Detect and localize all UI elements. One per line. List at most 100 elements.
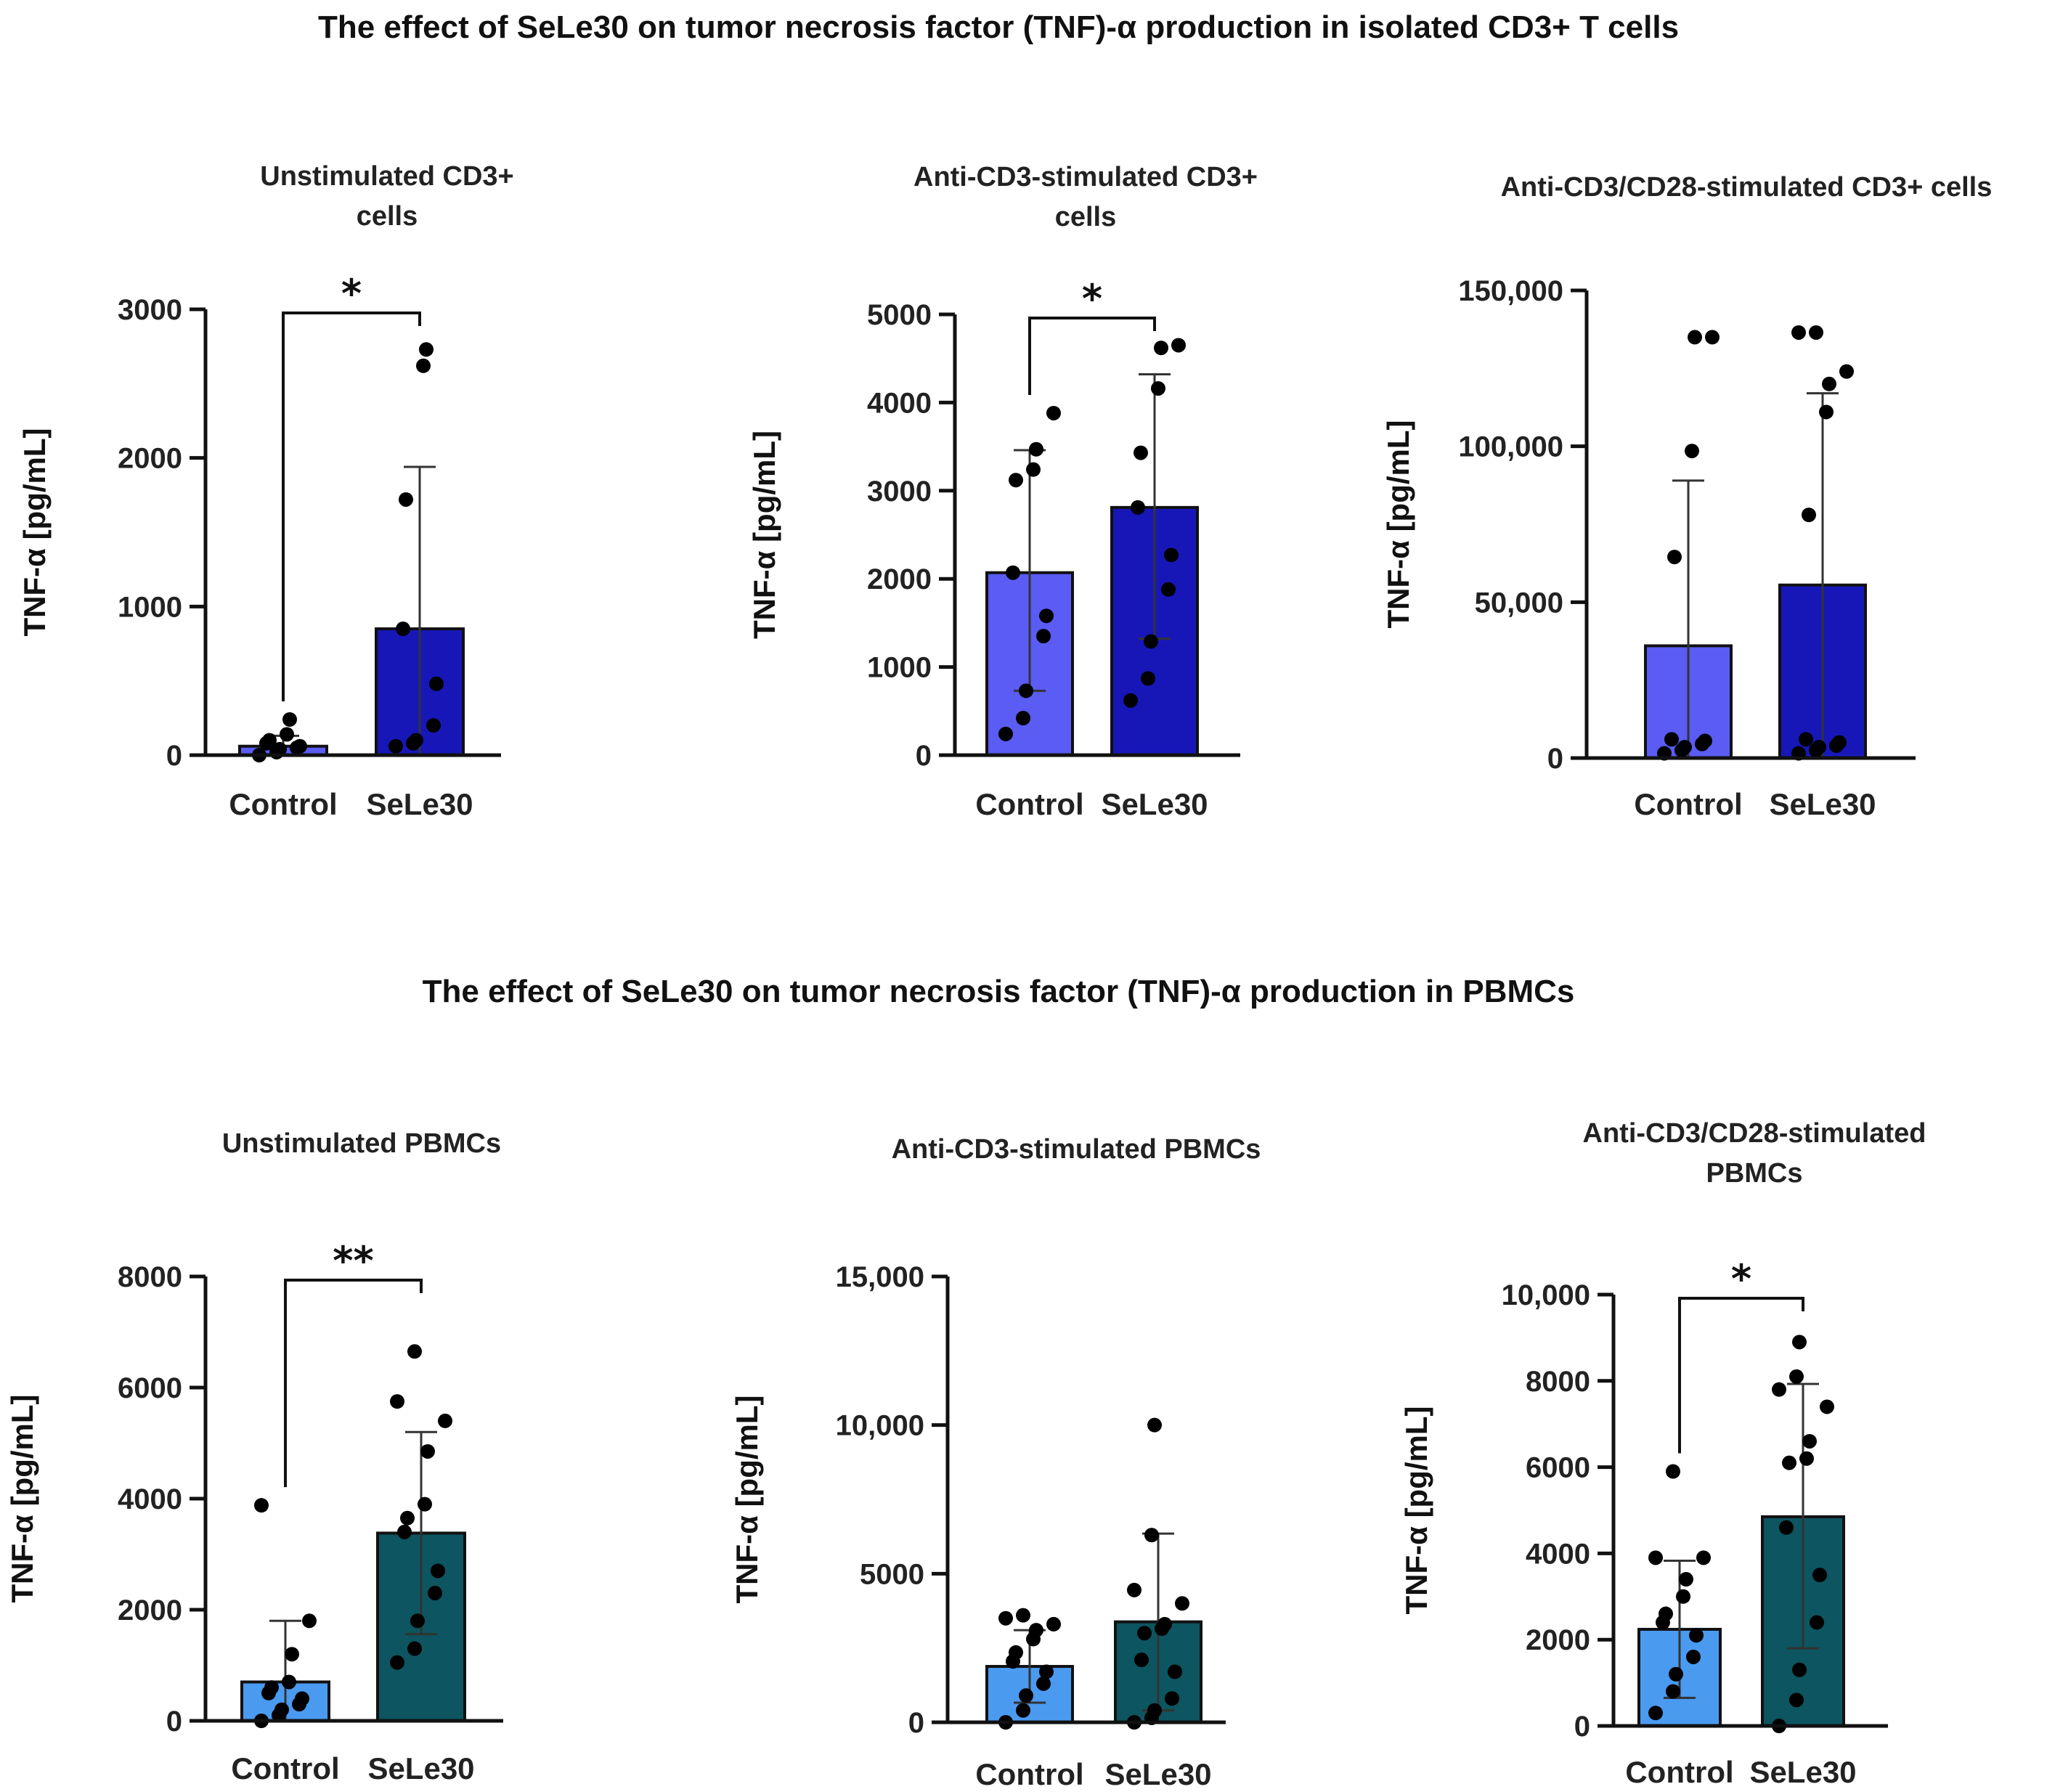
y-tick-label: 1000: [118, 591, 182, 623]
category-label: Control: [229, 787, 337, 821]
data-point: [1789, 1693, 1804, 1708]
category-label: SeLe30: [1769, 787, 1876, 821]
category-label: Control: [975, 787, 1083, 821]
data-point: [396, 622, 410, 637]
data-point: [1810, 1615, 1824, 1630]
data-point: [1134, 445, 1148, 460]
y-tick-label: 6000: [118, 1372, 182, 1404]
y-tick-label: 8000: [1526, 1366, 1590, 1398]
data-point: [293, 738, 307, 754]
y-tick-label: 0: [166, 1706, 182, 1738]
chart-title: cells: [357, 201, 418, 232]
significance-marker: *: [1731, 1256, 1751, 1302]
data-point: [416, 358, 431, 373]
data-point: [1019, 1688, 1033, 1703]
y-axis-label: TNF-α [pg/mL]: [17, 428, 52, 636]
data-point: [285, 1647, 299, 1662]
data-point: [1659, 1606, 1673, 1621]
data-point: [1698, 733, 1712, 749]
category-label: Control: [1625, 1755, 1733, 1789]
data-point: [1832, 735, 1847, 750]
category-label: SeLe30: [367, 1751, 474, 1785]
data-point: [1679, 1572, 1693, 1587]
data-point: [1168, 1664, 1182, 1679]
data-point: [1799, 732, 1813, 747]
data-point: [426, 718, 441, 733]
data-point: [1685, 444, 1699, 459]
chart-title: cells: [1055, 202, 1117, 232]
data-point: [419, 342, 434, 357]
data-point: [1029, 441, 1043, 457]
data-point: [1802, 508, 1816, 523]
data-point: [1006, 565, 1020, 580]
data-point: [1822, 376, 1836, 391]
data-point: [418, 1496, 432, 1512]
data-point: [1154, 341, 1168, 356]
data-point: [1039, 608, 1054, 624]
data-point: [1792, 1662, 1807, 1677]
data-point: [1141, 671, 1155, 686]
data-point: [388, 738, 403, 754]
y-tick-label: 0: [1547, 743, 1563, 775]
data-point: [1812, 739, 1826, 754]
data-point: [397, 1524, 412, 1539]
chart-panel-4: Unstimulated PBMCs TNF-α [pg/mL] Control Se…: [5, 1128, 503, 1785]
category-label: Control: [975, 1757, 1083, 1791]
category-label: SeLe30: [1104, 1757, 1211, 1791]
chart-title: Anti-CD3/CD28-stimulated CD3+ cells: [1501, 172, 1993, 203]
data-point: [1019, 683, 1033, 699]
data-point: [274, 1702, 289, 1717]
data-point: [1147, 1417, 1162, 1433]
category-label: Control: [231, 1751, 339, 1785]
data-point: [390, 1394, 404, 1409]
data-point: [1779, 1520, 1794, 1535]
significance-marker: **: [333, 1238, 373, 1284]
data-point: [1667, 550, 1682, 565]
y-tick-label: 150,000: [1458, 275, 1563, 307]
y-axis-label: TNF-α [pg/mL]: [1381, 420, 1415, 628]
data-point: [1016, 711, 1030, 726]
data-point: [1175, 1596, 1189, 1611]
section-title-cd3: The effect of SeLe30 on tumor necrosis f…: [318, 9, 1679, 45]
data-point: [1648, 1550, 1663, 1565]
data-point: [1789, 1369, 1804, 1384]
y-tick-label: 1000: [867, 652, 932, 684]
data-point: [1799, 1451, 1814, 1466]
data-point: [1696, 1550, 1711, 1565]
y-axis-label: TNF-α [pg/mL]: [5, 1394, 39, 1602]
data-point: [1026, 462, 1041, 477]
y-tick-label: 3000: [867, 476, 932, 508]
data-point: [280, 727, 294, 742]
data-point: [428, 1586, 442, 1601]
data-point: [1809, 325, 1823, 340]
data-point: [1127, 1582, 1141, 1597]
chart-title: Anti-CD3/CD28-stimulated: [1583, 1118, 1926, 1149]
data-point: [1686, 1649, 1701, 1664]
data-point: [429, 676, 444, 691]
data-point: [1666, 1684, 1680, 1699]
y-tick-label: 0: [916, 740, 932, 772]
y-tick-label: 10,000: [1502, 1279, 1590, 1311]
data-point: [1171, 338, 1186, 353]
significance-bracket: [1678, 1297, 1804, 1454]
y-tick-label: 0: [166, 740, 182, 772]
data-point: [1669, 1666, 1683, 1682]
data-point: [282, 712, 297, 727]
data-point: [390, 1655, 404, 1670]
data-point: [1705, 330, 1720, 345]
data-point: [1029, 1623, 1043, 1638]
data-point: [1676, 1589, 1690, 1604]
data-point: [1157, 1616, 1172, 1632]
data-point: [1689, 1628, 1704, 1643]
data-point: [1137, 1626, 1152, 1641]
data-point: [998, 1610, 1013, 1626]
data-point: [410, 1613, 425, 1629]
y-tick-label: 0: [908, 1707, 924, 1739]
category-label: Control: [1634, 787, 1742, 821]
y-tick-label: 4000: [867, 387, 932, 419]
y-tick-label: 15,000: [836, 1261, 924, 1293]
y-tick-label: 50,000: [1475, 587, 1563, 619]
data-point: [1147, 1703, 1162, 1718]
chart-title: Unstimulated PBMCs: [222, 1128, 501, 1159]
